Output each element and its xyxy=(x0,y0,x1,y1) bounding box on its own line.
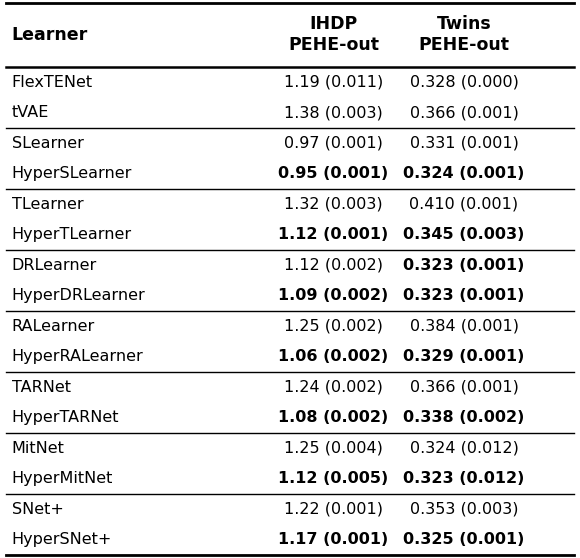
Text: 0.410 (0.001): 0.410 (0.001) xyxy=(409,197,519,212)
Text: 0.353 (0.003): 0.353 (0.003) xyxy=(409,502,519,517)
Text: 0.338 (0.002): 0.338 (0.002) xyxy=(403,410,525,425)
Text: DRLearner: DRLearner xyxy=(12,258,97,273)
Text: 0.97 (0.001): 0.97 (0.001) xyxy=(284,136,383,151)
Text: HyperTLearner: HyperTLearner xyxy=(12,227,132,242)
Text: 1.25 (0.004): 1.25 (0.004) xyxy=(284,441,383,456)
Text: 0.366 (0.001): 0.366 (0.001) xyxy=(409,105,519,120)
Text: 1.19 (0.011): 1.19 (0.011) xyxy=(284,75,383,90)
Text: 1.25 (0.002): 1.25 (0.002) xyxy=(284,319,383,334)
Text: 1.12 (0.002): 1.12 (0.002) xyxy=(284,258,383,273)
Text: TARNet: TARNet xyxy=(12,380,71,395)
Text: HyperDRLearner: HyperDRLearner xyxy=(12,288,146,304)
Text: tVAE: tVAE xyxy=(12,105,49,120)
Text: SLearner: SLearner xyxy=(12,136,84,151)
Text: IHDP
PEHE-out: IHDP PEHE-out xyxy=(288,16,379,54)
Text: 1.09 (0.002): 1.09 (0.002) xyxy=(278,288,389,304)
Text: 0.324 (0.012): 0.324 (0.012) xyxy=(409,441,519,456)
Text: FlexTENet: FlexTENet xyxy=(12,75,93,90)
Text: 0.328 (0.000): 0.328 (0.000) xyxy=(409,75,519,90)
Text: 1.12 (0.001): 1.12 (0.001) xyxy=(278,227,389,242)
Text: Learner: Learner xyxy=(12,26,88,44)
Text: HyperTARNet: HyperTARNet xyxy=(12,410,119,425)
Text: 1.22 (0.001): 1.22 (0.001) xyxy=(284,502,383,517)
Text: 1.32 (0.003): 1.32 (0.003) xyxy=(284,197,383,212)
Text: HyperSNet+: HyperSNet+ xyxy=(12,532,112,547)
Text: 0.329 (0.001): 0.329 (0.001) xyxy=(403,349,525,364)
Text: 0.324 (0.001): 0.324 (0.001) xyxy=(403,166,525,181)
Text: HyperMitNet: HyperMitNet xyxy=(12,472,113,487)
Text: SNet+: SNet+ xyxy=(12,502,63,517)
Text: RALearner: RALearner xyxy=(12,319,95,334)
Text: 1.38 (0.003): 1.38 (0.003) xyxy=(284,105,383,120)
Text: 0.384 (0.001): 0.384 (0.001) xyxy=(409,319,519,334)
Text: HyperRALearner: HyperRALearner xyxy=(12,349,143,364)
Text: 0.323 (0.001): 0.323 (0.001) xyxy=(403,258,525,273)
Text: 0.323 (0.001): 0.323 (0.001) xyxy=(403,288,525,304)
Text: 1.06 (0.002): 1.06 (0.002) xyxy=(278,349,389,364)
Text: 0.331 (0.001): 0.331 (0.001) xyxy=(409,136,519,151)
Text: 0.345 (0.003): 0.345 (0.003) xyxy=(403,227,525,242)
Text: HyperSLearner: HyperSLearner xyxy=(12,166,132,181)
Text: 0.323 (0.012): 0.323 (0.012) xyxy=(403,472,525,487)
Text: 1.12 (0.005): 1.12 (0.005) xyxy=(278,472,389,487)
Text: 0.366 (0.001): 0.366 (0.001) xyxy=(409,380,519,395)
Text: 1.08 (0.002): 1.08 (0.002) xyxy=(278,410,389,425)
Text: 1.24 (0.002): 1.24 (0.002) xyxy=(284,380,383,395)
Text: MitNet: MitNet xyxy=(12,441,64,456)
Text: Twins
PEHE-out: Twins PEHE-out xyxy=(419,16,509,54)
Text: 0.325 (0.001): 0.325 (0.001) xyxy=(403,532,525,547)
Text: 1.17 (0.001): 1.17 (0.001) xyxy=(278,532,389,547)
Text: TLearner: TLearner xyxy=(12,197,83,212)
Text: 0.95 (0.001): 0.95 (0.001) xyxy=(278,166,389,181)
